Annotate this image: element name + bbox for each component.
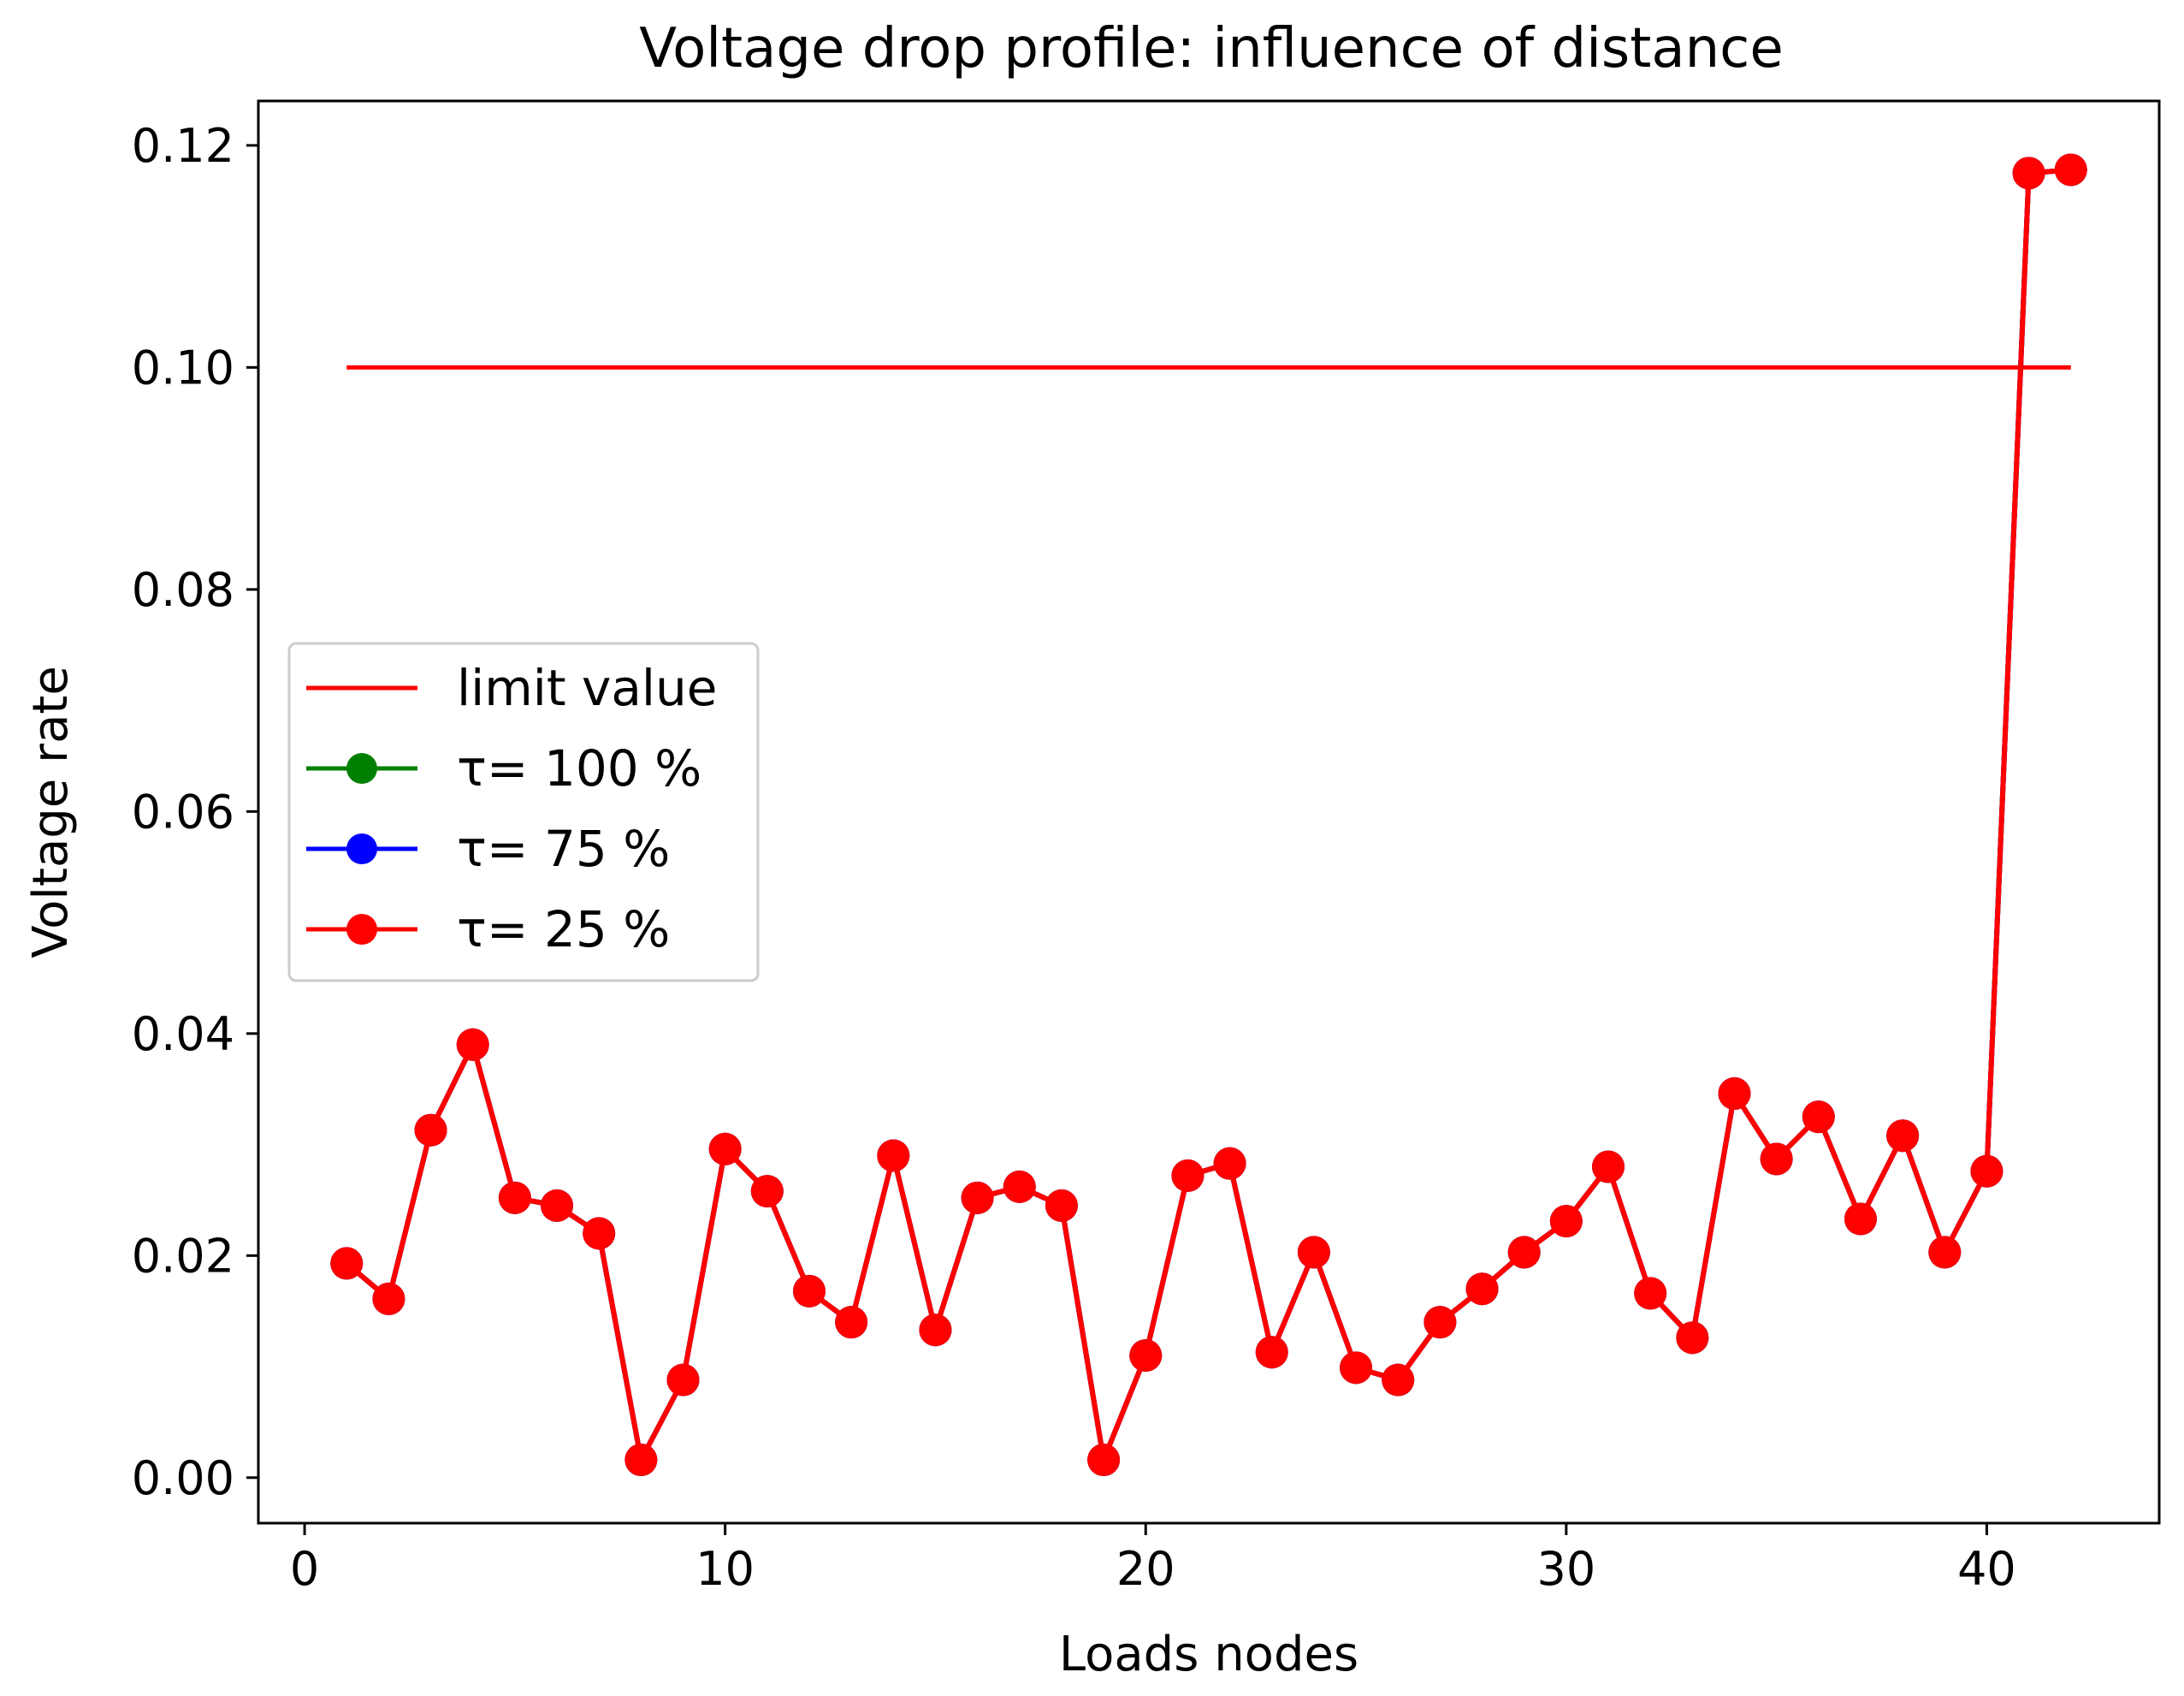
series-3-point	[1465, 1272, 1499, 1306]
series-3-point	[1760, 1142, 1793, 1176]
series-3-point	[666, 1363, 700, 1397]
series-3-point	[1802, 1100, 1835, 1134]
series-3-point	[708, 1132, 742, 1165]
x-axis: 0 10 20 30 40	[290, 1523, 2016, 1596]
y-tick-label: 0.06	[132, 785, 234, 839]
legend-series-3-marker	[346, 914, 377, 945]
series-3-point	[330, 1247, 364, 1280]
legend-series-2-marker	[346, 833, 377, 864]
x-tick-label: 30	[1536, 1542, 1595, 1596]
series-3-point	[750, 1175, 784, 1208]
series-3-point	[877, 1139, 910, 1172]
y-tick-label: 0.12	[132, 119, 234, 173]
series-3-point	[583, 1217, 616, 1250]
series-3-point	[372, 1282, 405, 1315]
series-3-point	[456, 1028, 489, 1061]
series-3-point	[498, 1181, 531, 1214]
x-tick-label: 20	[1116, 1542, 1175, 1596]
y-tick-label: 0.08	[132, 563, 234, 617]
series-3-point	[2012, 157, 2045, 190]
y-axis: 0.00 0.02 0.04 0.06 0.08 0.10 0.12	[132, 119, 258, 1505]
series-3-point	[2054, 153, 2087, 187]
y-tick-label: 0.02	[132, 1229, 234, 1283]
x-tick-label: 10	[695, 1542, 755, 1596]
legend-series-2-label: τ= 75 %	[457, 820, 670, 878]
series-3-point	[414, 1113, 447, 1147]
series-3-point	[1549, 1205, 1583, 1238]
chart-title: Voltage drop profile: influence of dista…	[639, 17, 1783, 80]
series-3-point	[1045, 1189, 1078, 1222]
y-tick-label: 0.04	[132, 1007, 234, 1061]
series-3-point	[1382, 1363, 1415, 1397]
series-3-point	[1297, 1236, 1330, 1269]
series-3-point	[1844, 1202, 1877, 1236]
series-3-point	[1886, 1119, 1920, 1153]
series-3-point	[1634, 1277, 1667, 1310]
plot-area	[330, 153, 2087, 1477]
series-3-point	[1423, 1306, 1457, 1339]
series-3-point	[961, 1181, 994, 1214]
series-3-point	[792, 1274, 826, 1308]
series-3-point	[1129, 1339, 1163, 1373]
x-tick-label: 0	[290, 1542, 319, 1596]
series-3-point	[541, 1189, 574, 1222]
series-3-point	[1676, 1321, 1709, 1355]
legend-series-1-marker	[346, 753, 377, 784]
series-3-point	[1970, 1154, 2003, 1188]
legend-box	[287, 642, 760, 982]
series-3-point	[1592, 1150, 1625, 1183]
series-3-point	[624, 1444, 658, 1477]
series-3-point	[1928, 1236, 1962, 1269]
series-3-point	[835, 1306, 868, 1339]
series-3-point	[1340, 1351, 1373, 1385]
series-3-point	[1087, 1444, 1121, 1477]
series-3-point	[919, 1314, 952, 1347]
legend-series-1-label: τ= 100 %	[457, 739, 701, 798]
series-3-point	[1213, 1147, 1246, 1180]
y-tick-label: 0.10	[132, 341, 234, 394]
series-3-point	[1003, 1170, 1036, 1203]
series-3-point	[1171, 1159, 1204, 1192]
x-axis-label: Loads nodes	[1059, 1627, 1358, 1682]
legend: limit value τ= 100 % τ= 75 % τ= 25 %	[287, 642, 760, 982]
legend-limit-label: limit value	[457, 659, 717, 717]
series-3	[330, 153, 2087, 1477]
x-tick-label: 40	[1957, 1542, 2016, 1596]
legend-series-3-label: τ= 25 %	[457, 900, 670, 958]
series-3-point	[1255, 1336, 1288, 1369]
y-axis-label: Voltage rate	[23, 666, 79, 958]
y-tick-label: 0.00	[132, 1451, 234, 1505]
series-3-point	[1507, 1236, 1541, 1269]
series-3-point	[1718, 1076, 1751, 1110]
